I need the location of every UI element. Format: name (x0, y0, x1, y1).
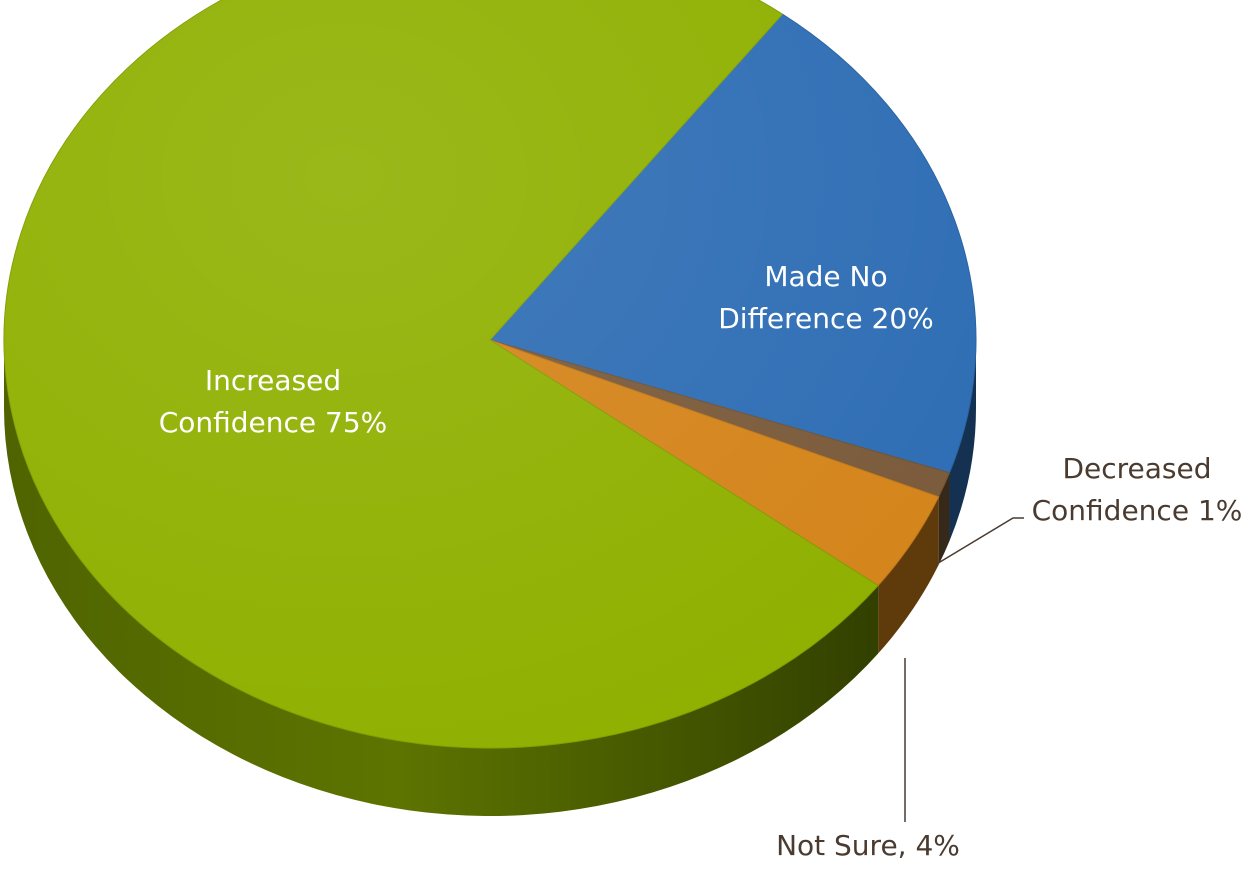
pie-side-not-sure (878, 496, 939, 654)
pie-sides (4, 340, 976, 817)
pie-tops (3, 0, 977, 749)
pie-side-decreased-confidence (938, 472, 950, 565)
slice-label-line: Confidence 75% (159, 406, 388, 439)
slice-label-increased-confidence: Increased Confidence 75% (159, 364, 388, 439)
pie-side-made-no-difference (949, 340, 976, 541)
slice-label-line: Confidence 1% (1032, 494, 1243, 527)
slice-label-line: Decreased (1062, 452, 1211, 485)
slice-label-made-no-difference: Made No Difference 20% (718, 260, 933, 335)
slice-label-line: Increased (205, 364, 341, 397)
slice-label-line: Not Sure, 4% (776, 829, 960, 862)
leader-line-decreased-confidence (934, 517, 1024, 566)
pie-labels: Made No Difference 20% Decreased Confidence… (159, 260, 1243, 862)
slice-label-decreased-confidence: Decreased Confidence 1% (1032, 452, 1243, 527)
pie-side-increased-confidence (4, 340, 879, 817)
slice-label-not-sure: Not Sure, 4% (776, 829, 960, 862)
slice-label-line: Made No (764, 260, 887, 293)
pie-shine (4, 0, 976, 748)
slice-label-line: Difference 20% (718, 302, 933, 335)
